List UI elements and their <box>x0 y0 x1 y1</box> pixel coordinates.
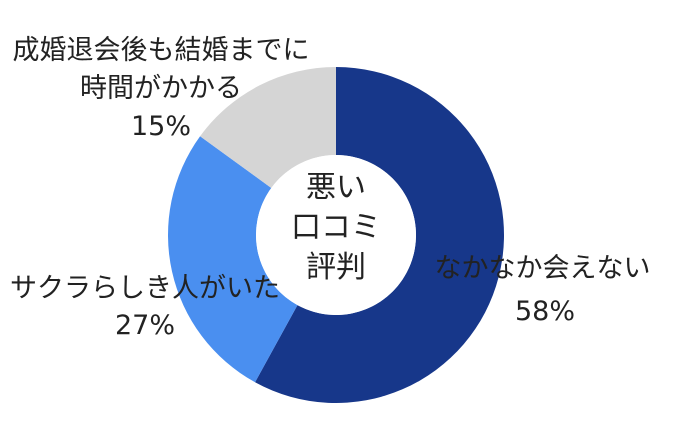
center-line: 悪い <box>306 170 366 205</box>
center-line: 口コミ <box>291 210 381 245</box>
center-label: 悪い 口コミ 評判 <box>276 168 396 288</box>
donut-hole <box>256 155 416 315</box>
value-label: 15% <box>130 111 191 142</box>
slice-label: 成婚退会後も結婚までに時間がかかる <box>12 35 310 104</box>
slice <box>168 136 298 383</box>
value-label: 58% <box>514 296 575 327</box>
slice <box>200 67 336 188</box>
slice <box>255 67 505 404</box>
slice-label: なかなか会えない <box>434 253 651 284</box>
center-line: 評判 <box>306 250 366 285</box>
slice-label: サクラらしき人がいた <box>10 273 280 304</box>
value-label: 27% <box>114 310 175 341</box>
